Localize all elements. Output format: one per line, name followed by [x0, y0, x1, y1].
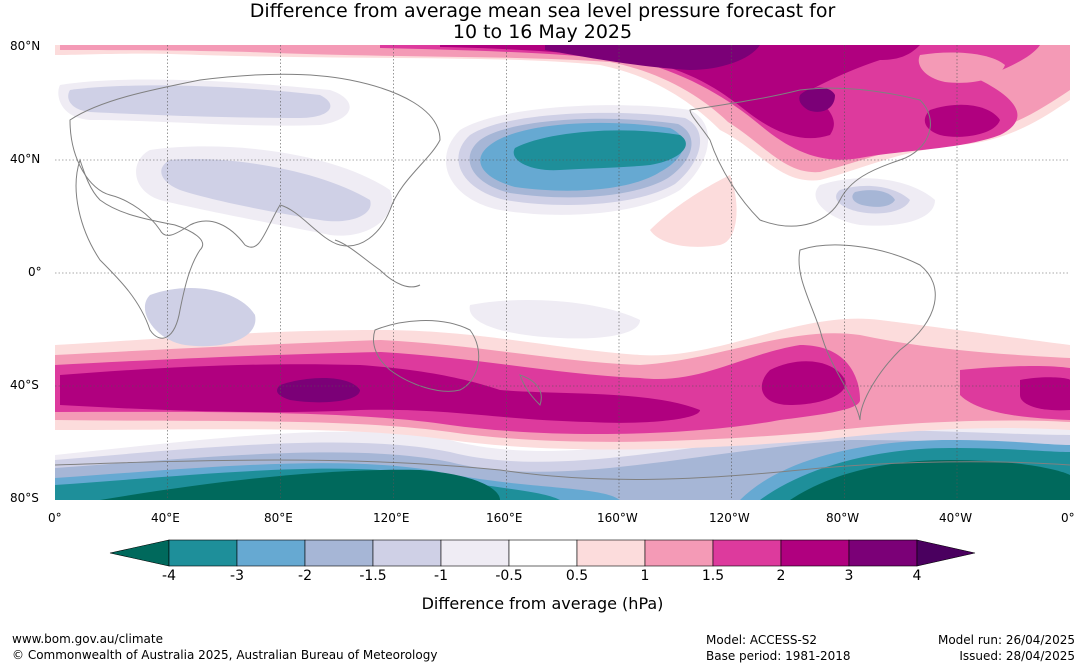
footer-model-run: Model run: 26/04/2025: [937, 633, 1075, 647]
footer-issued: Issued: 28/04/2025: [959, 649, 1075, 663]
colorbar-swatch: [440, 539, 510, 567]
colorbar-swatch: [644, 539, 714, 567]
colorbar-tick-label: 2: [776, 568, 786, 584]
lon-label-40e: 40°E: [151, 511, 180, 525]
colorbar-extend-high: [916, 539, 976, 567]
colorbar-swatch: [304, 539, 374, 567]
colorbar-swatch: [508, 539, 578, 567]
footer-copyright: © Commonwealth of Australia 2025, Austra…: [12, 648, 438, 662]
lon-label-0-right: 0°: [1061, 511, 1075, 525]
colorbar-tick-label: 1: [640, 568, 650, 584]
lat-label-0: 0°: [28, 265, 42, 279]
colorbar-tick-label: 0.5: [565, 568, 589, 584]
colorbar-tick-label: -3: [230, 568, 244, 584]
colorbar-title: Difference from average (hPa): [421, 594, 664, 613]
colorbar-tick-label: -4: [162, 568, 176, 584]
lon-label-40w: 40°W: [939, 511, 973, 525]
colorbar-tick-label: -1.5: [359, 568, 387, 584]
lon-label-80e: 80°E: [264, 511, 293, 525]
colorbar-tick-label: 4: [912, 568, 922, 584]
colorbar-swatch: [848, 539, 918, 567]
lon-label-120e: 120°E: [373, 511, 410, 525]
colorbar-swatch: [712, 539, 782, 567]
graticule: [55, 45, 1070, 500]
colorbar-tick-label: -2: [298, 568, 312, 584]
colorbar-swatch: [576, 539, 646, 567]
footer-model: Model: ACCESS-S2: [706, 633, 818, 647]
lon-label-160w: 160°W: [597, 511, 638, 525]
map-title-line-1: Difference from average mean sea level p…: [249, 0, 836, 22]
colorbar-swatch: [236, 539, 306, 567]
colorbar-swatch: [168, 539, 238, 567]
lat-label-80n: 80°N: [10, 39, 41, 53]
colorbar-extend-low: [109, 539, 170, 567]
colorbar-tick-label: 1.5: [701, 568, 725, 584]
pressure-anomaly-field: [55, 45, 1070, 500]
lon-label-80w: 80°W: [826, 511, 860, 525]
colorbar: [109, 539, 976, 567]
lat-label-40s: 40°S: [10, 378, 39, 392]
colorbar-tick-label: -0.5: [495, 568, 523, 584]
coastlines: [55, 73, 1070, 480]
map-title-line-2: 10 to 16 May 2025: [452, 21, 633, 43]
footer-url: www.bom.gov.au/climate: [12, 632, 163, 646]
lat-label-80s: 80°S: [10, 491, 39, 505]
colorbar-swatch: [780, 539, 850, 567]
colorbar-tick-label: -1: [434, 568, 448, 584]
lon-label-0-left: 0°: [48, 511, 62, 525]
colorbar-tick-label: 3: [844, 568, 854, 584]
colorbar-swatch: [372, 539, 442, 567]
footer-base-period: Base period: 1981-2018: [706, 649, 851, 663]
lon-label-160e: 160°E: [486, 511, 523, 525]
lon-label-120w: 120°W: [709, 511, 750, 525]
lat-label-40n: 40°N: [10, 152, 41, 166]
